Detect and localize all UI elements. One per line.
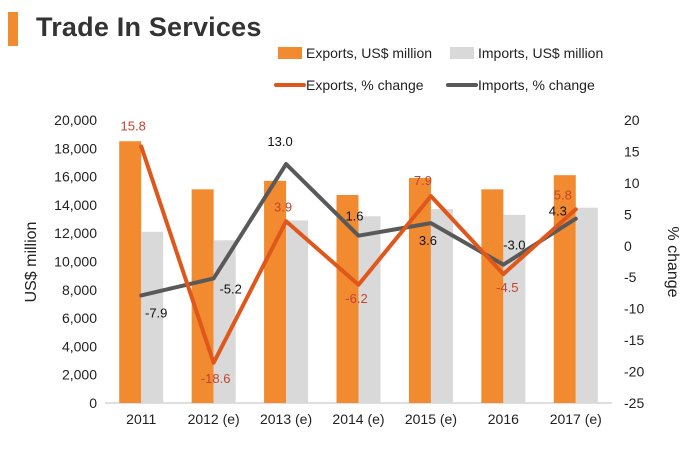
bar-exports-6 [553,175,576,403]
label-exports-change-2: 3.9 [274,199,292,214]
y-tick-label: 10,000 [54,254,97,270]
label-imports-change-0: -7.9 [145,305,167,320]
label-imports-change-5: -3.0 [503,238,525,253]
x-tick-label: 2015 (e) [405,411,457,427]
bar-imports-3 [358,216,381,403]
y-axis-title: US$ million [23,222,40,303]
bar-imports-2 [286,220,309,403]
label-exports-change-6: 5.8 [554,187,572,202]
label-exports-change-4: 7.9 [414,173,432,188]
axes: 0 2,000 4,000 6,000 8,000 10,000 12,000 14,000 1… [23,112,681,427]
bar-imports-4 [430,209,453,403]
y2-tick-label: -15 [624,332,644,348]
y2-tick-label: -25 [624,395,644,411]
legend-label: Imports, US$ million [478,45,603,61]
legend-swatch [450,47,474,59]
y-tick-label: 14,000 [54,197,97,213]
y-tick-label: 2,000 [62,367,97,383]
label-imports-change-3: 1.6 [345,209,363,224]
y2-tick-label: 10 [624,175,640,191]
legend-label: Imports, % change [478,77,595,93]
line-imports-change [139,162,578,298]
y2-tick-label: -10 [624,301,644,317]
data-labels: 15.8 -18.6 3.9 -6.2 7.9 -4.5 5.8 -7.9 -5.2 13.0 1.… [121,118,572,385]
y-tick-label: 8,000 [62,282,97,298]
y-tick-label: 18,000 [54,140,97,156]
bars [119,141,598,403]
bar-exports-5 [481,189,504,403]
legend: Exports, US$ million Imports, US$ million… [274,45,603,93]
label-imports-change-6: 4.3 [549,204,567,219]
x-tick-label: 2012 (e) [188,411,240,427]
x-tick-label: 2014 (e) [332,411,384,427]
y-tick-label: 6,000 [62,310,97,326]
y-tick-label: 0 [89,395,97,411]
label-imports-change-1: -5.2 [219,281,241,296]
legend-label: Exports, % change [306,77,424,93]
y2-tick-label: -5 [624,269,637,285]
bar-imports-6 [575,207,598,403]
x-tick-label: 2011 [126,411,156,427]
bar-imports-1 [213,240,236,403]
x-tick-label: 2016 [488,411,519,427]
bar-exports-3 [336,194,359,403]
y2-tick-label: 0 [624,238,632,254]
line-exports-change [139,144,578,365]
label-exports-change-5: -4.5 [496,280,518,295]
bar-imports-0 [141,231,164,403]
label-imports-change-4: 3.6 [419,233,437,248]
y-tick-label: 16,000 [54,169,97,185]
y2-tick-label: -20 [624,364,644,380]
y-tick-label: 4,000 [62,338,97,354]
y2-tick-label: 20 [624,112,640,128]
y-tick-label: 12,000 [54,225,97,241]
legend-swatch [278,47,302,59]
lines [139,144,578,365]
y-tick-label: 20,000 [54,112,97,128]
label-exports-change-0: 15.8 [121,118,146,133]
legend-label: Exports, US$ million [306,45,432,61]
title-accent-bar [8,12,18,46]
y2-tick-label: 5 [624,206,632,222]
x-tick-label: 2017 (e) [550,411,602,427]
label-exports-change-1: -18.6 [201,371,231,386]
label-exports-change-3: -6.2 [345,291,367,306]
label-imports-change-2: 13.0 [267,134,292,149]
bar-exports-4 [408,178,431,403]
y2-axis-title: % change [664,226,681,297]
chart-title: Trade In Services [36,12,262,42]
x-tick-label: 2013 (e) [260,411,312,427]
y2-tick-label: 15 [624,143,640,159]
bar-exports-0 [119,141,142,403]
